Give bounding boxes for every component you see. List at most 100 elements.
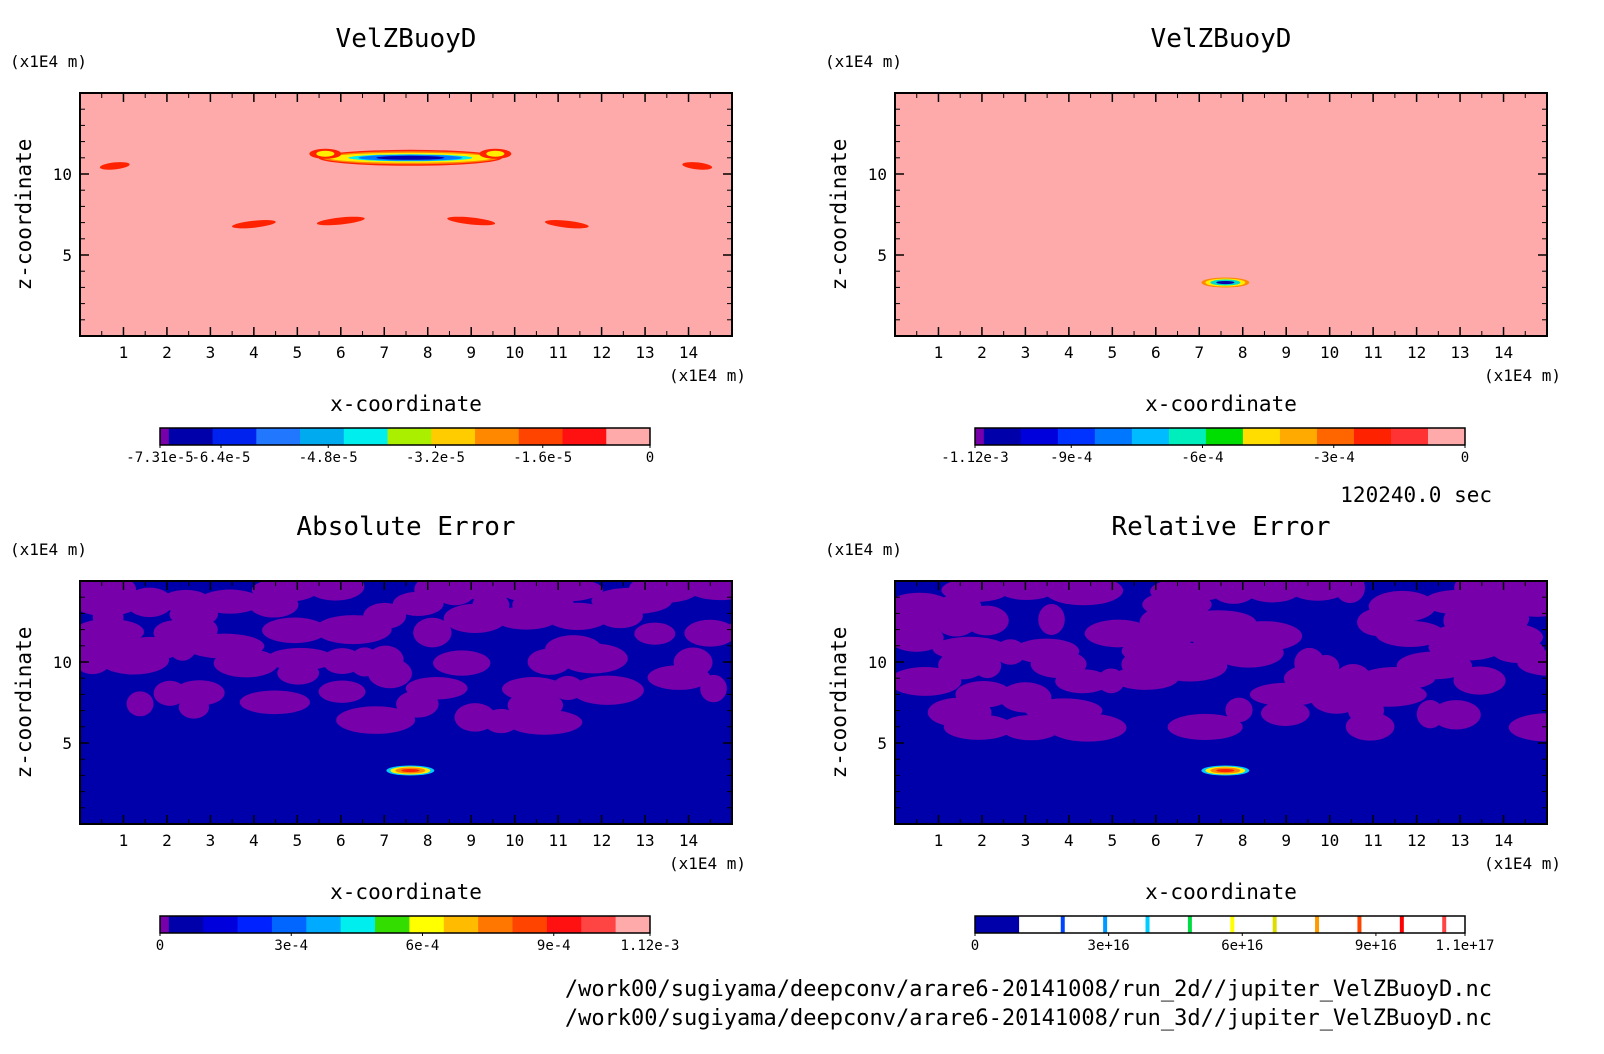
error-patch <box>306 581 365 601</box>
y-unit-label: (x1E4 m) <box>825 540 902 559</box>
band-lobe-core <box>486 150 505 157</box>
panel-title: Relative Error <box>1111 512 1330 542</box>
x-tick-label: 12 <box>1407 343 1426 362</box>
error-patch <box>368 658 412 689</box>
colorbar-segment <box>1242 428 1281 445</box>
error-patch <box>559 643 628 674</box>
error-patch <box>1167 713 1243 741</box>
y-axis-label: z-coordinate <box>12 139 36 291</box>
error-patch <box>126 587 174 618</box>
error-patch <box>1335 581 1366 604</box>
x-tick-label: 4 <box>1064 831 1074 850</box>
x-tick-label: 5 <box>1108 831 1118 850</box>
colorbar-level-line <box>1230 916 1235 933</box>
error-patch <box>392 591 444 616</box>
x-tick-label: 4 <box>1064 343 1074 362</box>
x-tick-label: 10 <box>1320 343 1339 362</box>
colorbar-segment <box>306 916 342 933</box>
error-patch <box>1249 682 1323 707</box>
colorbar-fill <box>975 916 1465 933</box>
x-tick-label: 4 <box>249 343 259 362</box>
y-tick-label: 5 <box>62 734 72 753</box>
x-axis-label: x-coordinate <box>330 880 482 904</box>
colorbar-segment <box>975 428 985 445</box>
y-tick-label: 10 <box>868 653 887 672</box>
x-tick-label: 4 <box>249 831 259 850</box>
colorbar-segment <box>409 916 445 933</box>
colorbar-segment <box>443 916 479 933</box>
x-tick-label: 13 <box>1450 343 1469 362</box>
x-tick-label: 8 <box>423 831 433 850</box>
error-patch <box>336 706 416 734</box>
colorbar-segment <box>512 916 548 933</box>
error-patch <box>1345 712 1395 741</box>
x-unit-label: (x1E4 m) <box>1484 854 1561 873</box>
band-contour-5 <box>376 155 445 160</box>
blob-contour-3 <box>401 768 420 773</box>
colorbar-frame <box>159 427 651 446</box>
colorbar-segment <box>1168 428 1207 445</box>
colorbar-segment <box>160 916 170 933</box>
colorbar-segment <box>160 428 170 445</box>
x-tick-label: 9 <box>1281 831 1291 850</box>
colorbar-label: 0 <box>971 938 979 954</box>
x-tick-label: 12 <box>1407 831 1426 850</box>
colorbar-label: -3.2e-5 <box>406 450 465 466</box>
x-tick-label: 11 <box>1364 831 1383 850</box>
error-patch <box>723 622 732 641</box>
error-patch <box>973 652 1002 679</box>
colorbar-label: 3e-4 <box>274 938 308 954</box>
x-tick-label: 8 <box>1238 831 1248 850</box>
x-tick-label: 8 <box>1238 343 1248 362</box>
x-tick-label: 3 <box>206 343 216 362</box>
error-patch <box>396 690 439 718</box>
panel-title: Absolute Error <box>296 512 515 542</box>
x-tick-label: 11 <box>549 831 568 850</box>
x-tick-label: 1 <box>934 831 944 850</box>
error-patch <box>99 645 170 675</box>
footer-path-3d: /work00/sugiyama/deepconv/arare6-2014100… <box>564 1006 1492 1031</box>
x-tick-label: 1 <box>119 831 129 850</box>
panel-title: VelZBuoyD <box>336 24 477 54</box>
error-patch <box>433 650 491 676</box>
field <box>895 581 1547 824</box>
field <box>80 581 732 824</box>
colorbar-segment <box>1020 428 1059 445</box>
blob-contour-3 <box>1216 768 1235 773</box>
y-axis-label: z-coordinate <box>827 139 851 291</box>
error-patch <box>1213 637 1284 668</box>
x-tick-label: 10 <box>505 831 524 850</box>
colorbar-label: -6.4e-5 <box>191 450 250 466</box>
footer-path-2d: /work00/sugiyama/deepconv/arare6-2014100… <box>564 977 1492 1002</box>
error-patch <box>895 667 962 696</box>
x-tick-label: 2 <box>162 831 172 850</box>
colorbar-segment <box>1057 428 1096 445</box>
error-patch <box>1288 581 1348 601</box>
colorbar-segment <box>1390 428 1429 445</box>
field <box>80 93 732 336</box>
x-tick-label: 9 <box>466 831 476 850</box>
x-tick-label: 14 <box>679 343 698 362</box>
colorbar-segment <box>1353 428 1392 445</box>
band-lobe-core <box>316 150 335 157</box>
y-axis-label: z-coordinate <box>12 627 36 779</box>
colorbar-label: 6e+16 <box>1221 938 1263 954</box>
x-tick-label: 11 <box>1364 343 1383 362</box>
colorbar-segment <box>300 428 345 445</box>
colorbar-segment <box>475 428 520 445</box>
negative-patch <box>447 216 496 226</box>
error-patch <box>126 691 154 717</box>
x-tick-label: 6 <box>1151 343 1161 362</box>
colorbar-segment <box>581 916 617 933</box>
error-patch <box>1055 669 1110 694</box>
colorbar-segment <box>562 428 607 445</box>
panel-4: Relative Error(x1E4 m)(x1E4 m)1 2 3 4 5 6 7 8 9 1… <box>825 512 1561 954</box>
error-patch <box>1225 697 1253 723</box>
colorbar-frame <box>974 915 1466 934</box>
negative-patch <box>544 220 589 229</box>
colorbar-segment <box>271 916 307 933</box>
x-tick-label: 9 <box>466 343 476 362</box>
colorbar-label: 9e+16 <box>1355 938 1397 954</box>
y-tick-label: 5 <box>62 246 72 265</box>
x-tick-label: 14 <box>1494 343 1513 362</box>
